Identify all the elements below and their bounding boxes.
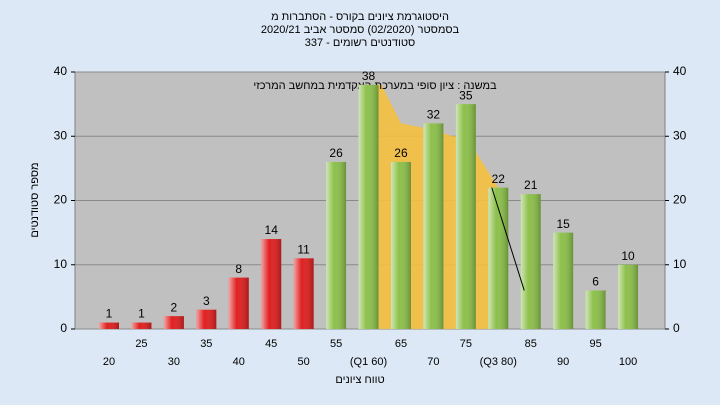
y-tick-label: 30: [54, 128, 68, 142]
x-tick-label: (Q1 60): [350, 356, 387, 368]
x-tick-label: 65: [395, 338, 407, 350]
bar-shade: [423, 123, 444, 330]
bar-shade: [163, 316, 184, 329]
bar-shade: [228, 277, 249, 329]
y2-tick-label: 20: [673, 193, 687, 207]
value-label: 10: [621, 249, 635, 263]
x-tick-label: 35: [200, 338, 212, 350]
bar-shade: [326, 161, 347, 329]
value-label: 11: [297, 242, 310, 256]
title-line: בסמסטר (02/2020) סמסטר אביב 2020/21: [261, 24, 460, 36]
y2-tick-label: 30: [673, 128, 687, 142]
bar-shade: [196, 309, 217, 329]
value-label: 14: [265, 223, 279, 237]
title-line: סטודנטים רשומים - 337: [305, 37, 416, 49]
value-label: 15: [556, 217, 570, 231]
x-tick-label: 85: [525, 338, 537, 350]
bar-shade: [293, 258, 314, 329]
x-tick-label: 100: [619, 356, 637, 368]
value-label: 1: [106, 307, 113, 321]
x-tick-label: 75: [460, 338, 472, 350]
y-tick-label: 40: [54, 64, 68, 78]
value-label: 3: [203, 294, 210, 308]
x-tick-label: 95: [589, 338, 601, 350]
x-tick-label: 50: [298, 356, 310, 368]
bar-shade: [131, 322, 152, 329]
x-tick-label: (Q3 80): [480, 356, 517, 368]
bar-shade: [520, 194, 541, 329]
value-label: 1: [138, 307, 145, 321]
bar-shade: [618, 264, 639, 329]
bar-shade: [553, 232, 574, 329]
value-label: 21: [524, 178, 538, 192]
x-axis-label: טווח ציונים: [335, 374, 384, 386]
bar-shade: [585, 290, 606, 329]
bar-shade: [455, 104, 476, 329]
value-label: 35: [459, 88, 473, 102]
x-tick-label: 25: [135, 338, 147, 350]
x-tick-label: 70: [427, 356, 439, 368]
y-tick-label: 0: [60, 321, 67, 335]
x-tick-label: 20: [103, 356, 115, 368]
bar-shade: [261, 239, 282, 329]
value-label: 2: [171, 300, 178, 314]
x-tick-label: 55: [330, 338, 342, 350]
y2-tick-label: 0: [673, 321, 680, 335]
bar-shade: [390, 161, 411, 329]
x-tick-label: 45: [265, 338, 277, 350]
bar-shade: [99, 322, 119, 329]
value-label: 38: [362, 69, 376, 83]
x-tick-label: 90: [557, 356, 569, 368]
value-label: 6: [592, 275, 599, 289]
value-label: 32: [427, 108, 441, 122]
y-axis-label: מספר סטודנטים: [29, 162, 41, 237]
x-tick-label: 40: [233, 356, 245, 368]
y2-tick-label: 10: [673, 257, 687, 271]
value-label: 22: [492, 172, 506, 186]
value-label: 8: [235, 262, 242, 276]
title-line: היסטוגרמת ציונים בקורס - הסתברות מ: [271, 11, 449, 23]
x-tick-label: 30: [168, 356, 180, 368]
y2-tick-label: 40: [673, 64, 687, 78]
y-tick-label: 10: [54, 257, 68, 271]
value-label: 26: [329, 146, 343, 160]
y-tick-label: 20: [54, 193, 68, 207]
bar-shade: [358, 84, 379, 329]
trend-line: [491, 187, 525, 291]
value-label: 26: [394, 146, 408, 160]
